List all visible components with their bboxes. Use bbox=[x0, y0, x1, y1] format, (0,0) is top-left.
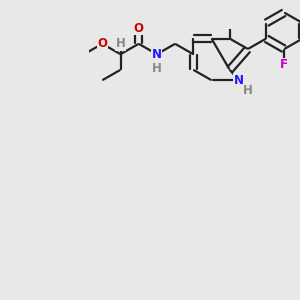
Text: H: H bbox=[116, 37, 125, 50]
Text: N: N bbox=[152, 48, 162, 61]
Text: O: O bbox=[97, 37, 107, 50]
Text: N: N bbox=[234, 74, 244, 87]
Text: F: F bbox=[280, 58, 288, 71]
Text: O: O bbox=[134, 22, 144, 35]
Text: H: H bbox=[243, 84, 253, 97]
Text: H: H bbox=[152, 62, 162, 75]
